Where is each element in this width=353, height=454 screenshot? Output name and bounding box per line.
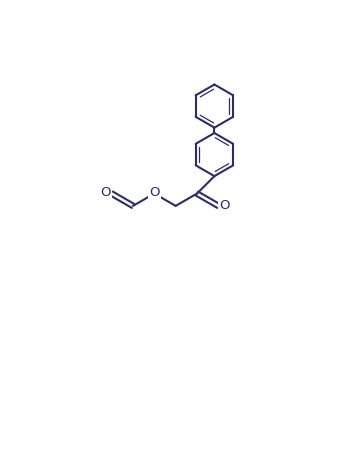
Text: O: O — [219, 199, 230, 212]
Text: O: O — [100, 186, 111, 198]
Text: O: O — [149, 186, 160, 199]
